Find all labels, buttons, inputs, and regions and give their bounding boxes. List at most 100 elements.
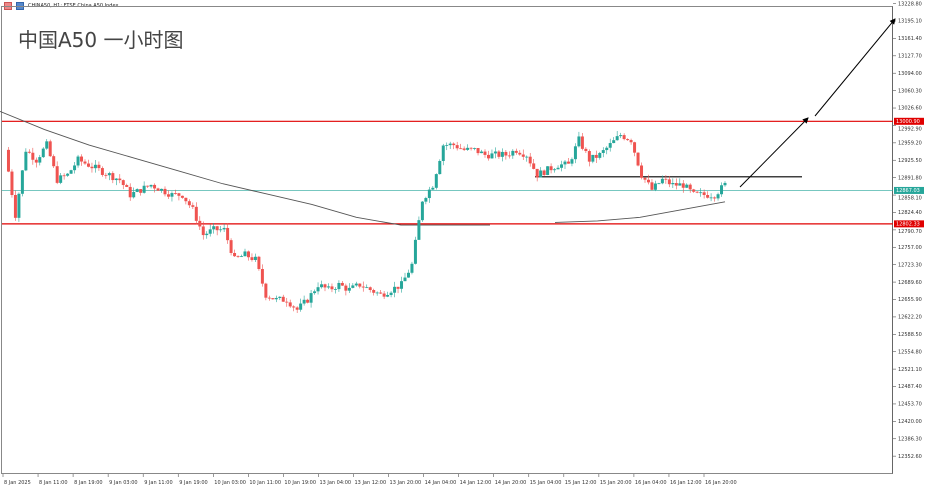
bull-candle [473, 148, 477, 149]
price-tag-label: 13000.90 [896, 119, 920, 125]
bear-candle [177, 193, 181, 196]
bull-candle [243, 251, 247, 257]
bull-candle [445, 145, 449, 146]
bear-candle [667, 179, 671, 185]
bear-candle [52, 156, 56, 167]
bear-candle [13, 195, 17, 218]
bull-candle [591, 154, 595, 162]
bear-candle [226, 227, 230, 241]
bull-candle [493, 151, 497, 154]
bear-candle [97, 164, 101, 169]
bull-candle [406, 272, 410, 278]
bull-candle [365, 287, 369, 289]
bull-candle [205, 233, 209, 236]
y-tick-label: 12487.40 [898, 384, 922, 390]
bear-candle [80, 156, 84, 162]
bear-candle [636, 152, 640, 166]
bear-candle [31, 152, 35, 160]
bear-candle [163, 188, 167, 195]
bull-candle [403, 277, 407, 282]
y-tick-label: 13127.70 [898, 54, 922, 60]
bull-candle [709, 197, 713, 199]
bear-candle [643, 177, 647, 180]
bear-candle [382, 293, 386, 297]
bear-candle [306, 299, 310, 303]
bear-candle [452, 143, 456, 146]
bull-candle [653, 183, 657, 190]
bull-candle [490, 153, 494, 159]
bull-candle [69, 170, 73, 174]
y-tick-label: 12420.00 [898, 419, 922, 425]
bull-candle [525, 156, 529, 158]
x-tick-label: 13 Jan 04:00 [319, 480, 351, 486]
bear-candle [194, 206, 198, 221]
bull-candle [438, 160, 442, 175]
bull-candle [619, 135, 623, 137]
bull-candle [274, 297, 278, 300]
x-tick-label: 8 Jan 11:00 [39, 480, 67, 486]
bear-candle [358, 283, 362, 287]
bear-candle [626, 139, 630, 141]
bear-candle [62, 175, 66, 177]
bear-candle [86, 163, 90, 167]
bull-candle [313, 291, 317, 294]
y-tick-label: 12925.50 [898, 158, 922, 164]
bear-candle [455, 145, 459, 149]
bull-candle [500, 151, 504, 157]
bear-candle [535, 168, 539, 178]
bull-candle [400, 281, 404, 289]
y-tick-label: 12790.70 [898, 229, 922, 235]
bull-candle [38, 157, 42, 163]
bull-candle [375, 292, 379, 294]
bear-candle [549, 166, 553, 171]
bull-candle [560, 164, 564, 168]
bear-candle [497, 151, 501, 157]
bear-candle [229, 240, 233, 253]
bear-candle [702, 192, 706, 196]
bull-candle [601, 150, 605, 153]
x-tick-label: 10 Jan 19:00 [284, 480, 316, 486]
bear-candle [6, 149, 10, 172]
bear-candle [184, 197, 188, 202]
bear-candle [198, 220, 202, 227]
bull-candle [389, 292, 393, 295]
bear-candle [187, 201, 191, 206]
x-tick-label: 10 Jan 11:00 [249, 480, 281, 486]
bear-candle [518, 152, 522, 155]
y-tick-label: 13228.80 [898, 1, 922, 7]
y-tick-label: 12891.80 [898, 175, 922, 181]
y-tick-label: 12723.30 [898, 262, 922, 268]
x-tick-label: 8 Jan 2025 [4, 480, 31, 486]
x-tick-label: 13 Jan 20:00 [390, 480, 422, 486]
y-tick-label: 12757.00 [898, 245, 922, 251]
bear-candle [292, 306, 296, 308]
bull-candle [73, 165, 77, 171]
bull-candle [563, 161, 567, 165]
bull-candle [466, 147, 470, 150]
chart-frame[interactable] [1, 6, 893, 474]
y-tick-label: 12554.80 [898, 349, 922, 355]
bull-candle [212, 226, 216, 230]
bull-candle [107, 173, 111, 176]
y-tick-label: 12386.30 [898, 436, 922, 442]
bull-candle [723, 182, 727, 186]
bear-candle [330, 286, 334, 290]
x-tick-label: 15 Jan 12:00 [565, 480, 597, 486]
bull-candle [149, 184, 153, 187]
bull-candle [299, 303, 303, 310]
x-tick-label: 8 Jan 19:00 [74, 480, 102, 486]
bear-candle [264, 283, 268, 298]
forecast-arrow [814, 18, 896, 117]
bear-candle [10, 171, 14, 196]
y-tick-label: 12689.60 [898, 280, 922, 286]
bear-candle [469, 147, 473, 149]
bear-candle [340, 282, 344, 286]
bull-candle [316, 287, 320, 292]
bull-candle [556, 167, 560, 170]
bear-candle [713, 197, 717, 199]
bull-candle [66, 173, 70, 176]
bull-candle [76, 156, 80, 166]
bull-candle [417, 220, 421, 240]
bear-candle [633, 142, 637, 153]
